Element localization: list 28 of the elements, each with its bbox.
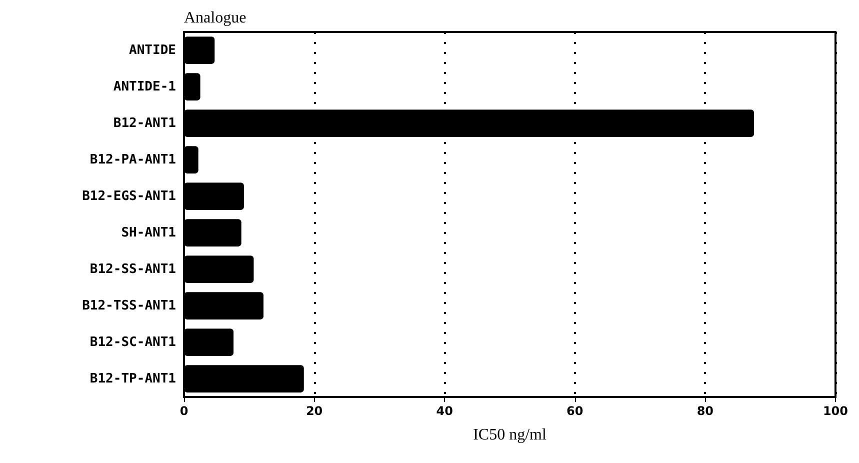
x-tick-label: 60 xyxy=(566,404,584,418)
y-tick-label: B12-ANT1 xyxy=(113,116,176,131)
x-tick-label: 100 xyxy=(822,404,848,418)
y-axis-title: Analogue xyxy=(184,10,246,26)
x-tick-label: 40 xyxy=(436,404,453,418)
bar xyxy=(184,110,754,137)
bar xyxy=(184,182,244,210)
bar xyxy=(184,36,215,64)
y-tick-label: B12-TP-ANT1 xyxy=(90,371,176,386)
bar xyxy=(184,73,200,100)
y-tick-label: B12-SC-ANT1 xyxy=(90,334,176,350)
bar xyxy=(184,292,264,320)
x-tick-label: 20 xyxy=(306,404,323,418)
y-tick-label: B12-PA-ANT1 xyxy=(90,152,176,168)
y-tick-label: ANTIDE-1 xyxy=(113,79,176,94)
bar xyxy=(184,328,234,356)
y-tick-label: ANTIDE xyxy=(129,42,176,58)
x-tick-label: 0 xyxy=(180,404,188,418)
bar xyxy=(184,365,304,392)
x-tick-label: 80 xyxy=(696,404,714,418)
y-tick-label: SH-ANT1 xyxy=(121,225,176,240)
bar xyxy=(184,256,254,283)
y-tick-label: B12-SS-ANT1 xyxy=(90,262,176,277)
bar xyxy=(184,219,242,246)
x-axis-title: IC50 ng/ml xyxy=(473,426,547,444)
y-tick-label: B12-EGS-ANT1 xyxy=(82,188,176,204)
y-tick-label: B12-TSS-ANT1 xyxy=(82,298,176,314)
bar xyxy=(184,146,198,174)
